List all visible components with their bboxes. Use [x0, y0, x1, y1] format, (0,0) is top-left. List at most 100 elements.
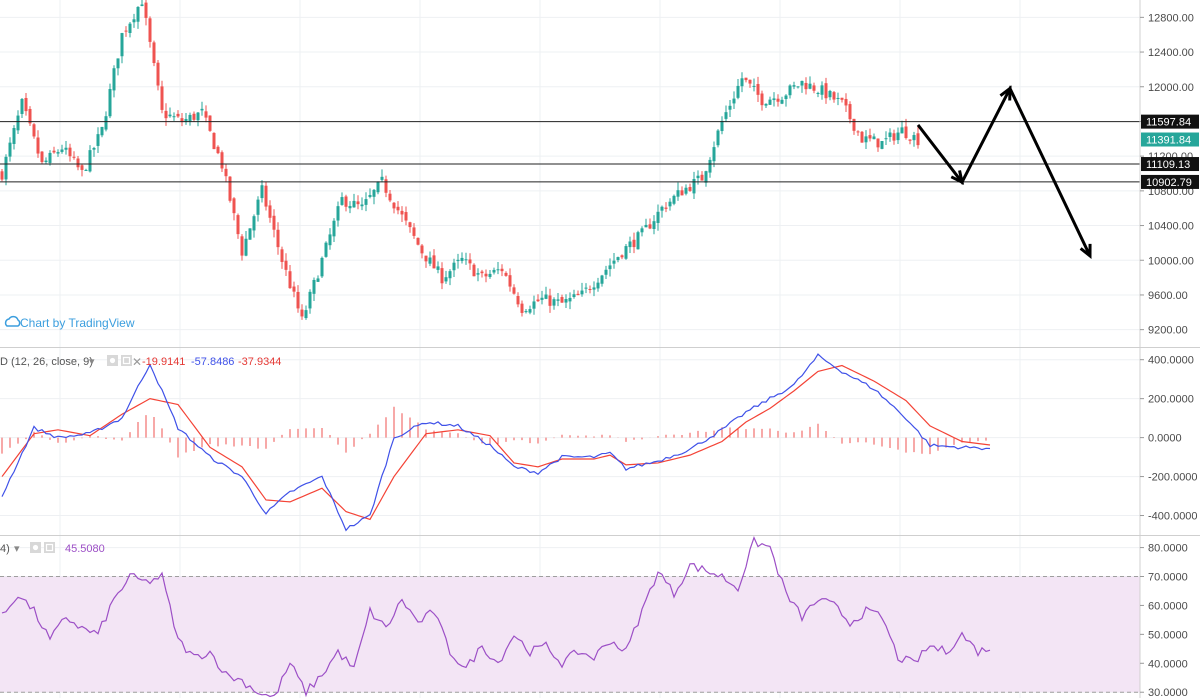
candle-body [16, 115, 20, 131]
candle-body [668, 201, 672, 207]
price-level-tag: 11597.84 [1141, 114, 1199, 129]
candle-body [416, 237, 420, 245]
axis-tick-label: 80.0000 [1148, 543, 1188, 555]
candle-body [548, 295, 552, 306]
candle-body [144, 2, 148, 18]
candle-body [664, 207, 668, 209]
candle-body [156, 62, 160, 86]
candle-body [796, 86, 800, 88]
candle-body [544, 294, 548, 299]
price-tag-bg [1141, 174, 1199, 189]
tradingview-watermark[interactable]: Chart by TradingView [4, 315, 135, 330]
candle-body [60, 149, 64, 152]
macd-close-icon[interactable]: ✕ [132, 355, 142, 369]
macd-format-icon[interactable] [121, 355, 132, 366]
candle-body [232, 198, 236, 214]
rsi-legend-caret[interactable]: ▾ [14, 543, 20, 555]
candle-body [560, 297, 564, 303]
candle-body [88, 150, 92, 172]
candle-body [328, 234, 332, 246]
candle-body [864, 136, 868, 143]
candles-layer [0, 0, 920, 320]
candle-body [32, 124, 36, 137]
candle-body [8, 142, 12, 157]
candle-body [180, 118, 184, 123]
axis-tick-label: -400.0000 [1148, 511, 1198, 523]
candle-body [436, 266, 440, 270]
candle-body [452, 262, 456, 271]
candle-body [672, 195, 676, 204]
candle-body [732, 98, 736, 104]
macd-signal-value: -37.9344 [238, 356, 281, 368]
candle-body [852, 118, 856, 131]
candle-body [496, 269, 500, 271]
candle-body [872, 136, 876, 140]
price-tag-bg [1141, 157, 1199, 172]
candle-body [360, 204, 364, 207]
candle-body [880, 140, 884, 149]
candle-body [512, 287, 516, 294]
candle-body [424, 255, 428, 262]
candle-body [716, 130, 720, 146]
candle-body [176, 113, 180, 117]
candle-body [704, 171, 708, 183]
candle-body [192, 113, 196, 120]
candle-body [904, 126, 908, 139]
candle-body [388, 193, 392, 201]
candle-body [396, 206, 400, 211]
candle-body [168, 114, 172, 117]
candle-body [404, 212, 408, 221]
candle-body [616, 257, 620, 261]
candle-body [372, 189, 376, 197]
rsi-settings-icon[interactable] [30, 542, 41, 553]
candle-body [152, 42, 156, 64]
candle-body [772, 98, 776, 101]
candle-body [760, 93, 764, 106]
candle-body [116, 58, 120, 69]
rsi-band-layer [0, 576, 1140, 693]
rsi-format-icon[interactable] [44, 542, 55, 553]
candle-body [160, 86, 164, 110]
candle-body [504, 272, 508, 276]
candle-body [120, 33, 124, 57]
candle-body [884, 138, 888, 140]
candle-body [340, 197, 344, 205]
candle-body [256, 199, 260, 215]
rsi-value: 45.5080 [65, 543, 105, 555]
candle-body [764, 103, 768, 106]
candle-body [368, 195, 372, 197]
macd-settings-icon[interactable] [107, 355, 118, 366]
candle-body [276, 229, 280, 248]
candle-body [572, 294, 576, 298]
candle-body [212, 132, 216, 150]
candle-body [304, 310, 308, 319]
candle-body [72, 156, 76, 158]
candle-body [420, 245, 424, 254]
candle-body [708, 159, 712, 173]
candle-body [244, 238, 248, 256]
macd-line-value: -57.8486 [191, 356, 234, 368]
candle-body [448, 271, 452, 279]
current-price-tag: 11391.84 [1141, 132, 1199, 147]
candle-body [532, 301, 536, 309]
candle-body [812, 85, 816, 91]
candle-body [832, 92, 836, 100]
candle-body [916, 133, 920, 146]
candle-body [280, 249, 284, 262]
candle-body [608, 265, 612, 270]
candle-body [0, 171, 4, 180]
candle-body [640, 228, 644, 233]
candle-body [12, 128, 16, 144]
price-tag-bg [1141, 114, 1199, 129]
candle-body [132, 19, 136, 23]
candle-body [36, 137, 40, 154]
candle-body [908, 139, 912, 141]
macd-legend-caret[interactable]: ▾ [89, 356, 95, 368]
price-tag-label: 10902.79 [1146, 177, 1192, 189]
candle-body [836, 97, 840, 99]
candle-body [828, 90, 832, 98]
candle-body [568, 297, 572, 302]
candle-body [460, 257, 464, 261]
candle-body [712, 147, 716, 162]
candle-body [64, 147, 68, 150]
